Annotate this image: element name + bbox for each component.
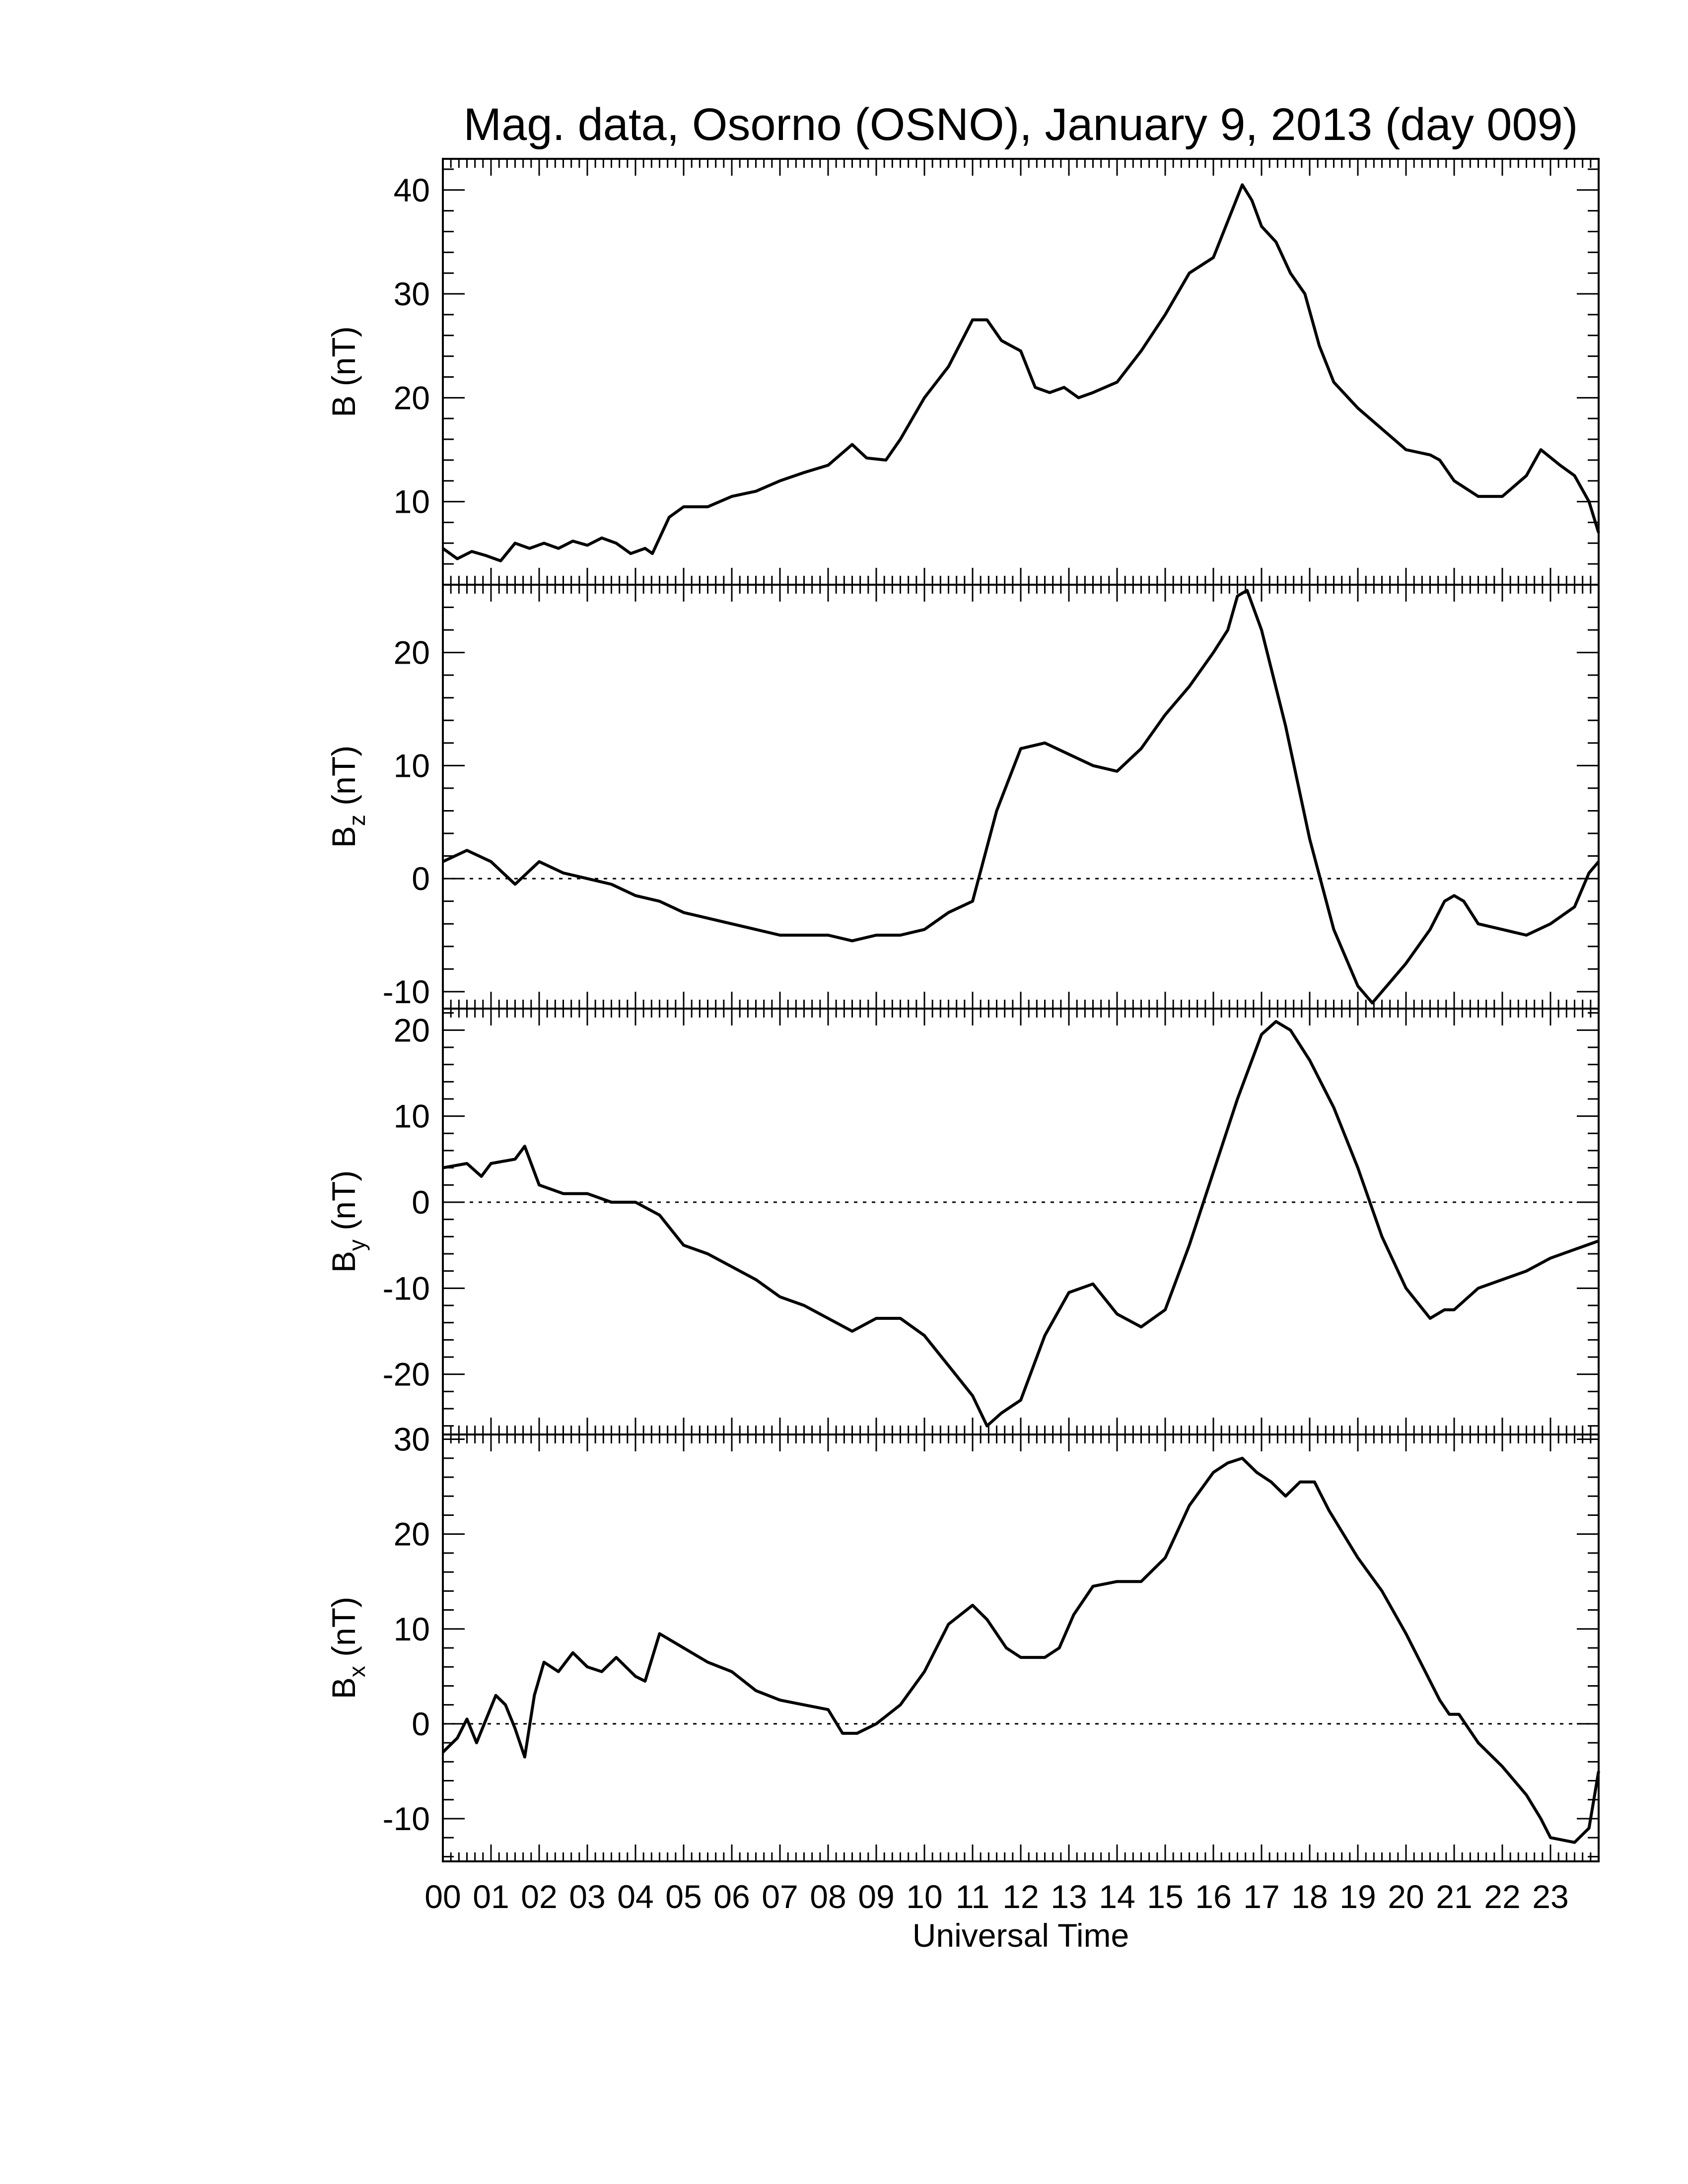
x-tick-label: 20	[1388, 1878, 1424, 1915]
y-tick-label: -10	[383, 1800, 430, 1837]
y-tick-label: 0	[412, 1706, 430, 1742]
x-tick-label: 11	[956, 1878, 990, 1915]
y-axis-label: Bz (nT)	[325, 746, 370, 848]
y-axis-label: By (nT)	[325, 1170, 370, 1273]
panel-b: 10 20 30 40 B (nT)	[325, 158, 1600, 586]
x-tick-label: 04	[617, 1878, 653, 1915]
figure-title: Mag. data, Osorno (OSNO), January 9, 201…	[464, 99, 1578, 150]
x-tick-label: 08	[810, 1878, 846, 1915]
x-tick-label: 16	[1195, 1878, 1231, 1915]
y-tick-label: 0	[412, 1184, 430, 1221]
y-tick-label: 20	[394, 1516, 430, 1553]
x-tick-label: 06	[713, 1878, 750, 1915]
y-tick-label: 10	[394, 1098, 430, 1135]
x-tick-label: 21	[1436, 1878, 1472, 1915]
series-line-bz	[442, 589, 1600, 1005]
y-tick-label: 10	[394, 747, 430, 784]
x-tick-label: 22	[1484, 1878, 1520, 1915]
x-tick-label: 09	[858, 1878, 894, 1915]
panels-group: 10 20 30 40 B (nT) -10 0 10 20 Bz (nT) -20 -10 0 10 20…	[325, 158, 1600, 1862]
panel-frame	[442, 158, 1600, 586]
panel-bz: -10 0 10 20 Bz (nT)	[325, 584, 1600, 1010]
y-tick-label: 10	[394, 1611, 430, 1647]
panel-frame	[442, 1008, 1600, 1435]
y-tick-label: 30	[394, 275, 430, 312]
x-tick-label: 05	[665, 1878, 702, 1915]
x-tick-label: 00	[424, 1878, 461, 1915]
series-line-bx	[441, 1456, 1600, 1844]
y-tick-label: 20	[394, 1012, 430, 1048]
y-axis-label: B (nT)	[325, 326, 362, 417]
y-tick-label: 30	[394, 1421, 430, 1458]
x-tick-label: 14	[1099, 1878, 1135, 1915]
y-tick-label: -10	[383, 973, 430, 1010]
y-tick-label: 0	[412, 860, 430, 897]
y-tick-label: 40	[394, 172, 430, 208]
x-tick-label: 23	[1532, 1878, 1568, 1915]
x-axis-label: Universal Time	[913, 1917, 1129, 1954]
x-tick-label: 02	[521, 1878, 557, 1915]
x-tick-label: 10	[906, 1878, 942, 1915]
x-tick-label: 03	[569, 1878, 605, 1915]
y-axis-label: Bx (nT)	[325, 1597, 370, 1699]
y-tick-label: 20	[394, 634, 430, 671]
x-tick-label: 07	[762, 1878, 798, 1915]
x-tick-label: 17	[1243, 1878, 1279, 1915]
panel-frame	[442, 1433, 1600, 1862]
x-tick-label: 18	[1291, 1878, 1328, 1915]
series-line-by	[442, 1020, 1600, 1428]
y-tick-label: 10	[394, 483, 430, 520]
series-line-b	[442, 183, 1600, 562]
y-tick-label: -20	[383, 1356, 430, 1393]
y-tick-label: 20	[394, 379, 430, 416]
x-tick-label: 13	[1051, 1878, 1087, 1915]
panel-bx: -10 0 10 20 30 Bx (nT)	[325, 1421, 1600, 1862]
x-tick-label: 19	[1339, 1878, 1376, 1915]
y-tick-label: -10	[383, 1270, 430, 1306]
x-tick-label: 12	[1002, 1878, 1039, 1915]
panel-by: -20 -10 0 10 20 By (nT)	[325, 1008, 1600, 1435]
x-tick-label: 15	[1147, 1878, 1183, 1915]
x-tick-label: 01	[473, 1878, 509, 1915]
x-axis-tick-labels: 00 01 02 03 04 05 06 07 08 09 10 11 12 13 14 15 16 17 18 19…	[424, 1878, 1568, 1915]
panel-frame	[442, 584, 1600, 1010]
